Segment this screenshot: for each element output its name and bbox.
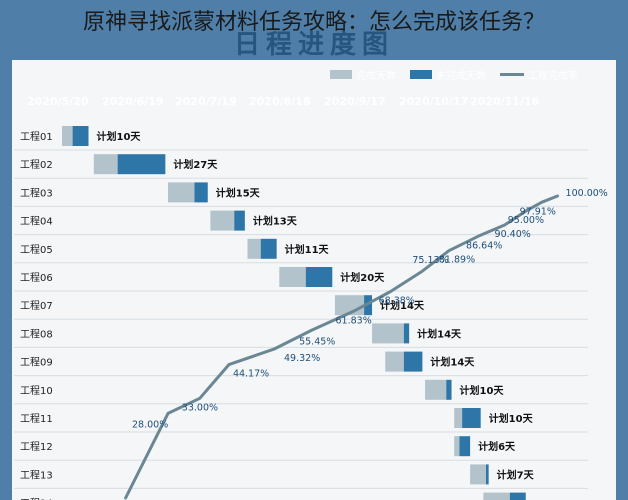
date-tick-label: 2020/10/17 xyxy=(399,95,469,108)
task-label: 工程14 xyxy=(20,498,53,500)
legend-label-todo: 未完成天数 xyxy=(436,70,486,82)
legend-swatch-todo xyxy=(410,69,432,79)
bar-done xyxy=(279,267,306,287)
date-tick-label: 2020/11/16 xyxy=(470,95,540,108)
bar-done xyxy=(470,464,486,485)
bar-todo xyxy=(459,436,471,457)
task-label: 工程13 xyxy=(20,469,53,481)
rate-label: 49.32% xyxy=(284,353,320,364)
task-label: 工程05 xyxy=(20,244,53,256)
plan-label: 计划14天 xyxy=(380,299,425,312)
date-tick-label: 2020/7/19 xyxy=(175,95,237,108)
rate-label: 97.91% xyxy=(520,206,556,217)
rate-label: 90.40% xyxy=(495,229,531,240)
chart-title: 日程进度图 xyxy=(233,30,394,60)
bar-done xyxy=(483,492,510,500)
bar-todo xyxy=(486,464,489,485)
task-label: 工程04 xyxy=(20,216,53,228)
plan-label: 计划27天 xyxy=(173,158,218,171)
legend-label-rate: 工程完成率 xyxy=(528,70,578,82)
bar-todo xyxy=(403,351,423,372)
task-label: 工程07 xyxy=(20,300,53,312)
rate-label: 61.83% xyxy=(336,315,372,326)
task-label: 工程10 xyxy=(20,385,53,397)
bar-done xyxy=(93,154,118,175)
rate-label: 100.00% xyxy=(566,188,608,199)
task-label: 工程11 xyxy=(20,413,53,425)
bar-todo xyxy=(72,126,89,146)
rate-label: 28.00% xyxy=(132,419,168,430)
plan-label: 计划14天 xyxy=(417,327,462,340)
date-tick-label: 2020/6/19 xyxy=(102,95,164,108)
bar-done xyxy=(62,126,73,146)
completion-rate-line xyxy=(124,194,559,500)
bar-done xyxy=(454,436,460,457)
task-label: 工程09 xyxy=(20,357,53,369)
plan-label: 计划20天 xyxy=(340,271,385,284)
task-label: 工程01 xyxy=(20,131,53,143)
rate-label: 68.38% xyxy=(379,295,415,306)
date-tick-label: 2020/9/17 xyxy=(324,95,386,108)
bar-todo xyxy=(446,379,452,400)
bar-done xyxy=(454,408,463,428)
legend-item-todo: 未完成天数 xyxy=(410,67,486,82)
bar-todo xyxy=(260,238,277,259)
task-label: 工程02 xyxy=(20,159,53,171)
bar-todo xyxy=(305,267,333,287)
date-tick-label: 2020/5/20 xyxy=(27,95,89,108)
rate-label: 75.13% xyxy=(412,255,448,266)
bar-done xyxy=(168,182,195,203)
date-tick-label: 2020/8/18 xyxy=(249,95,311,108)
rate-label: 86.64% xyxy=(466,240,502,251)
plan-label: 计划10天 xyxy=(489,412,534,425)
legend: 完成天数 未完成天数 工程完成率 xyxy=(330,66,578,82)
task-label: 工程12 xyxy=(20,441,53,453)
bar-done xyxy=(425,379,447,400)
bar-done xyxy=(372,323,404,344)
plan-label: 计划14天 xyxy=(430,356,475,369)
legend-label-done: 完成天数 xyxy=(356,70,396,82)
page-title: 原神寻找派蒙材料任务攻略：怎么完成该任务？ xyxy=(82,10,545,35)
legend-swatch-done xyxy=(330,69,352,79)
bar-todo xyxy=(509,492,526,500)
bar-todo xyxy=(117,154,166,175)
legend-item-done: 完成天数 xyxy=(330,67,396,82)
bar-done xyxy=(247,238,261,259)
bar-todo xyxy=(194,182,208,203)
rate-label: 44.17% xyxy=(233,369,269,380)
task-label: 工程08 xyxy=(20,328,53,340)
task-label: 工程03 xyxy=(20,187,53,199)
date-axis: 2020/5/20 2020/6/19 2020/7/19 2020/8/18 2020… xyxy=(27,95,587,111)
plan-label: 计划13天 xyxy=(253,215,298,228)
rate-label: 33.00% xyxy=(182,402,218,413)
bar-todo xyxy=(234,210,245,231)
plan-label: 计划6天 xyxy=(478,440,516,453)
plan-label: 计划7天 xyxy=(497,468,535,481)
legend-item-rate: 工程完成率 xyxy=(500,67,578,82)
bar-done xyxy=(210,210,235,231)
plan-label: 计划10天 xyxy=(460,384,505,397)
plan-label: 计划15天 xyxy=(216,186,261,199)
bar-todo xyxy=(403,323,410,344)
legend-swatch-rate xyxy=(500,72,524,76)
rate-label: 55.45% xyxy=(299,337,335,348)
bar-todo xyxy=(462,408,481,428)
plan-label: 计划10天 xyxy=(97,130,142,143)
rate-label: 81.89% xyxy=(439,255,475,266)
bar-done xyxy=(385,351,404,372)
rate-label: 95.00% xyxy=(508,215,544,226)
task-label: 工程06 xyxy=(20,272,53,284)
plan-label: 计划11天 xyxy=(285,243,330,256)
